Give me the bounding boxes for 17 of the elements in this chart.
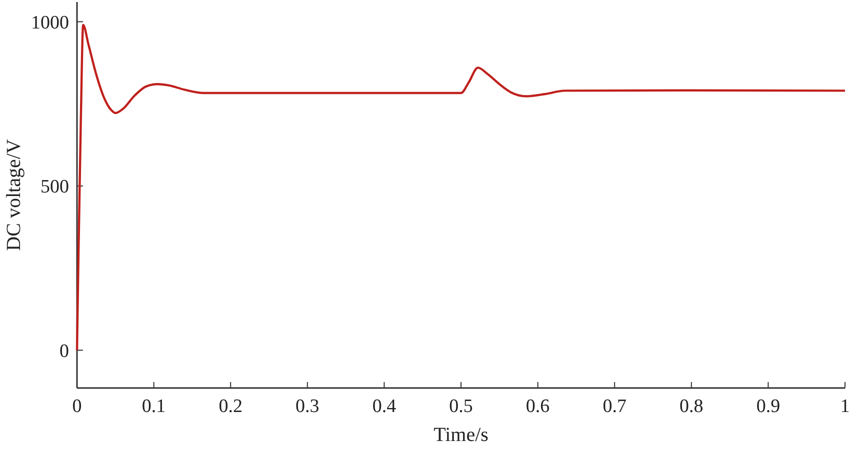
x-tick-label: 0.9 xyxy=(756,396,780,417)
x-tick-label: 0.7 xyxy=(602,396,626,417)
x-tick-label: 1 xyxy=(840,396,850,417)
x-tick-label: 0.8 xyxy=(680,396,704,417)
x-tick-label: 0.3 xyxy=(296,396,320,417)
x-tick-label: 0 xyxy=(72,396,82,417)
y-tick-label: 1000 xyxy=(31,12,69,34)
x-tick-label: 0.4 xyxy=(372,396,397,417)
x-tick-label: 0.5 xyxy=(449,396,473,417)
x-axis-title: Time/s xyxy=(434,424,489,446)
y-tick-label: 0 xyxy=(60,340,69,362)
line-series xyxy=(76,24,846,352)
x-tick-label: 0.1 xyxy=(142,396,166,417)
y-tick-label: 500 xyxy=(40,176,69,198)
x-tick-label: 0.2 xyxy=(218,396,242,417)
x-tick-label: 0.6 xyxy=(526,396,550,417)
y-axis-title: DC voltage/V xyxy=(3,138,25,251)
